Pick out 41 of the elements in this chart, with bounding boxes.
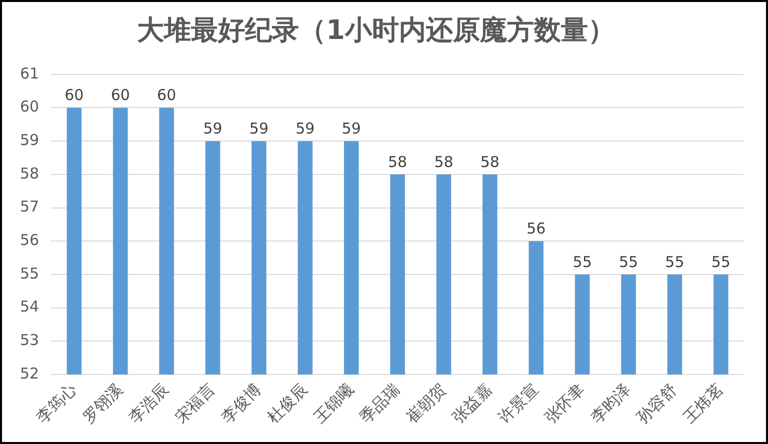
y-tick-label: 60 [20,98,40,116]
data-label: 59 [249,119,269,138]
data-label: 55 [618,252,638,271]
y-tick-label: 55 [20,264,40,282]
x-tick-label: 李浩辰 [124,380,172,427]
x-tick-label: 孙容舒 [633,380,680,427]
data-label: 60 [64,86,84,104]
data-label: 60 [110,86,130,104]
data-label: 58 [388,152,408,171]
data-label: 59 [342,119,361,138]
y-tick-label: 61 [20,64,40,82]
x-tick-label: 宋福言 [171,380,219,427]
data-label: 55 [711,252,730,271]
data-label: 60 [157,86,176,104]
data-label: 59 [296,119,315,138]
y-tick-label: 54 [20,298,40,316]
data-label: 58 [434,152,454,171]
x-tick-label: 罗翎溪 [78,380,126,427]
y-tick-label: 58 [20,164,40,182]
data-label: 59 [203,119,222,138]
x-tick-label: 李昀泽 [586,380,634,427]
x-tick-label: 杜俊辰 [264,380,311,427]
x-tick-label: 张怀聿 [540,380,588,427]
x-tick-label: 王锦曦 [310,380,358,427]
x-tick-label: 许景宣 [494,380,542,427]
y-tick-label: 56 [20,231,40,250]
y-tick-label: 59 [20,130,40,149]
data-label: 58 [480,152,500,171]
x-tick-label: 张益嘉 [448,380,496,427]
y-tick-label: 57 [20,198,40,216]
y-tick-label: 53 [20,331,40,350]
data-label: 56 [526,220,546,238]
x-tick-label: 李筠心 [32,380,80,427]
x-tick-label: 李俊博 [217,380,265,427]
data-label: 55 [572,252,592,271]
chart-title: 大堆最好纪录（1小时内还原魔方数量） [137,15,615,46]
x-tick-label: 王炜茗 [679,380,727,427]
x-tick-label: 崔朝贺 [402,380,450,427]
x-tick-label: 季品瑞 [356,380,404,427]
y-tick-label: 52 [20,364,40,382]
data-label: 55 [665,252,684,271]
